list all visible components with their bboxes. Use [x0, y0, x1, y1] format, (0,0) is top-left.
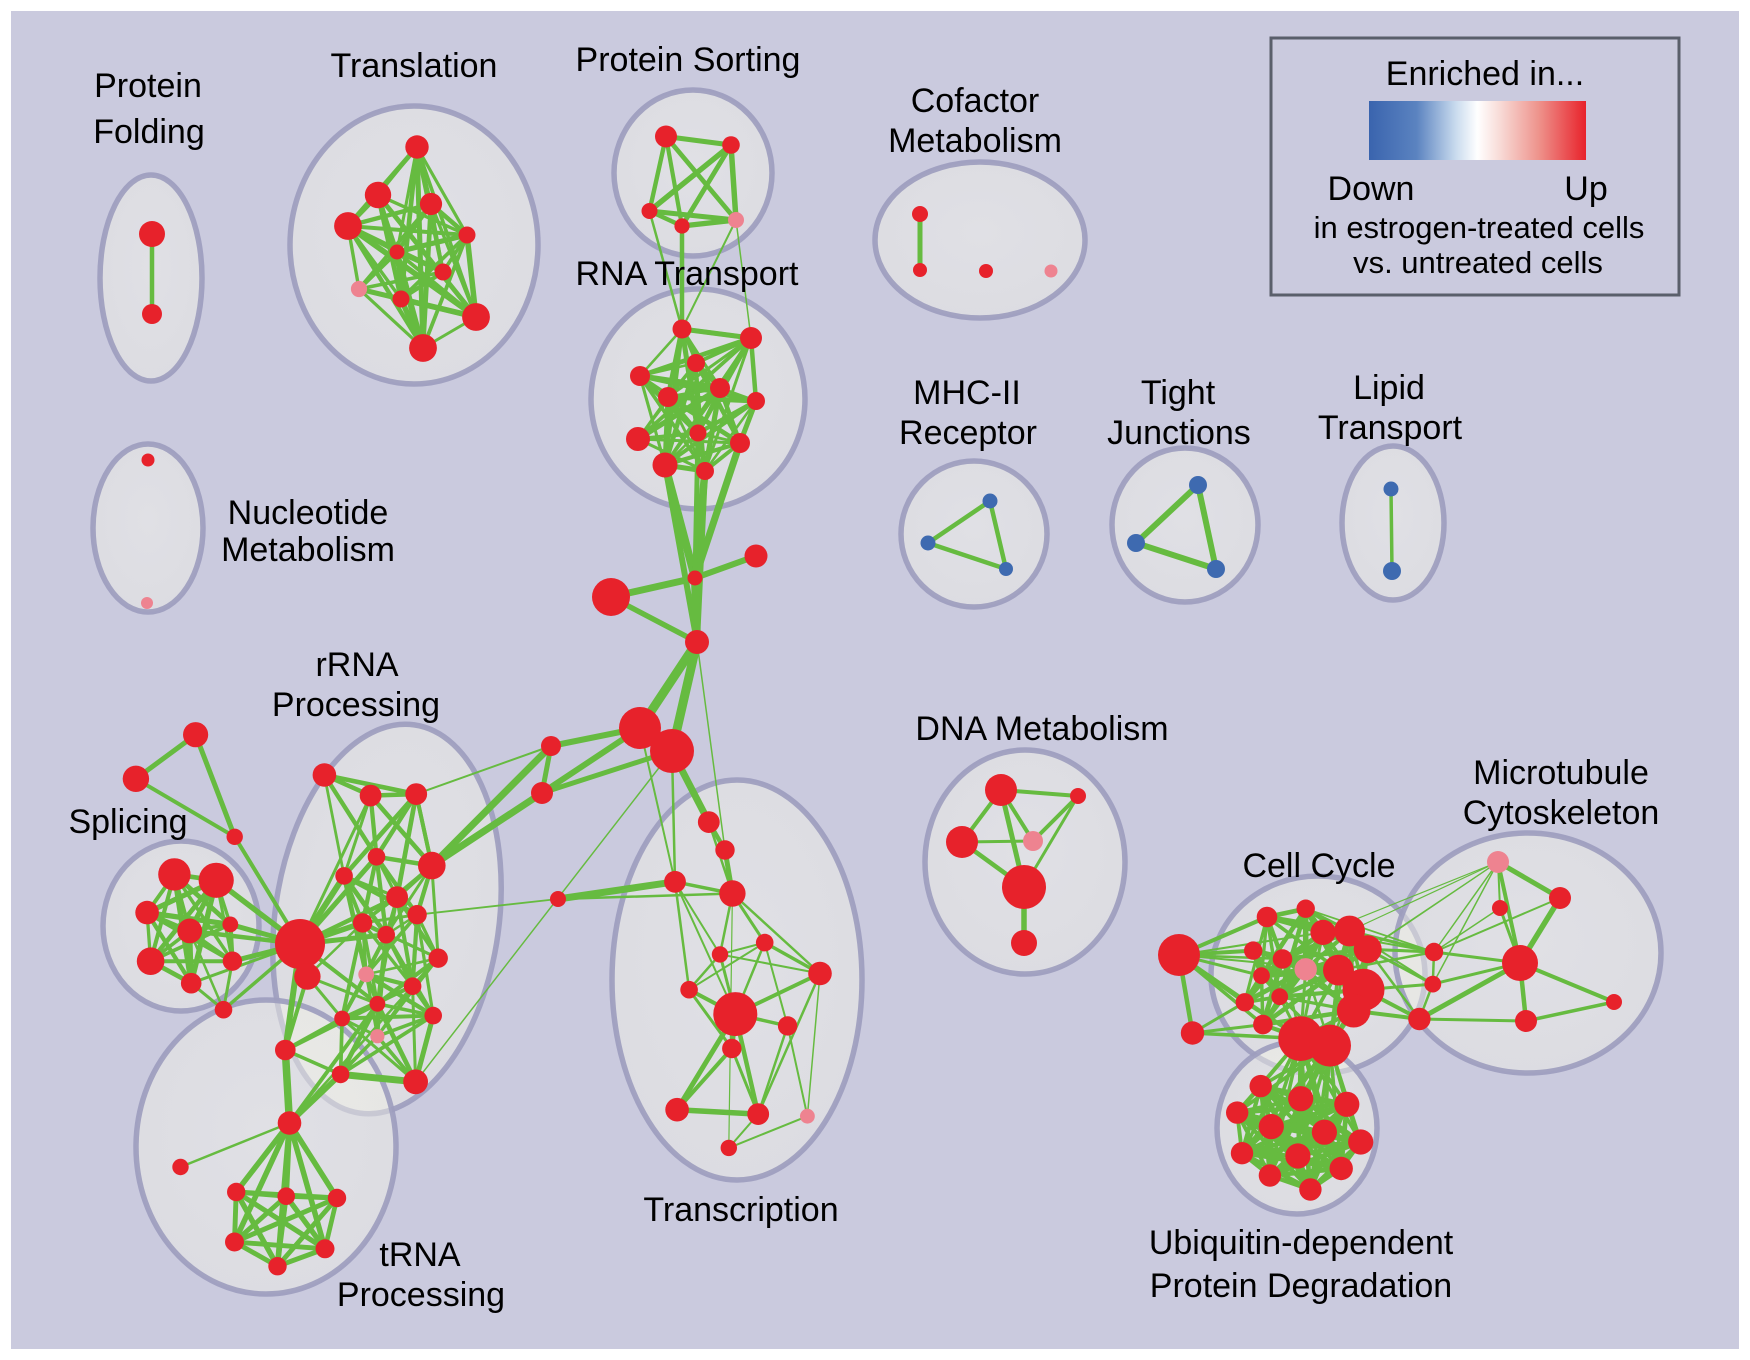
- svg-text:Transcription: Transcription: [643, 1191, 838, 1229]
- svg-text:Lipid: Lipid: [1353, 369, 1425, 407]
- svg-text:Protein Sorting: Protein Sorting: [576, 41, 801, 79]
- svg-text:rRNA: rRNA: [315, 646, 398, 684]
- svg-text:Protein Degradation: Protein Degradation: [1150, 1267, 1452, 1305]
- svg-text:Cytoskeleton: Cytoskeleton: [1463, 794, 1660, 832]
- svg-text:Up: Up: [1564, 170, 1607, 208]
- svg-text:Protein: Protein: [94, 67, 202, 105]
- svg-text:vs. untreated cells: vs. untreated cells: [1353, 245, 1603, 280]
- svg-text:Translation: Translation: [331, 47, 498, 85]
- svg-text:Microtubule: Microtubule: [1473, 754, 1649, 792]
- svg-text:Enriched in...: Enriched in...: [1386, 55, 1584, 93]
- svg-text:DNA Metabolism: DNA Metabolism: [915, 710, 1168, 748]
- svg-text:Ubiquitin-dependent: Ubiquitin-dependent: [1149, 1224, 1454, 1262]
- svg-text:Tight: Tight: [1141, 374, 1216, 412]
- svg-text:Processing: Processing: [337, 1276, 505, 1314]
- svg-text:Processing: Processing: [272, 686, 440, 724]
- svg-text:Metabolism: Metabolism: [888, 122, 1062, 160]
- svg-text:Folding: Folding: [93, 113, 205, 151]
- svg-text:Cell Cycle: Cell Cycle: [1242, 847, 1395, 885]
- svg-text:Junctions: Junctions: [1107, 414, 1251, 452]
- svg-text:tRNA: tRNA: [379, 1236, 461, 1274]
- svg-text:Down: Down: [1328, 170, 1415, 208]
- svg-text:Nucleotide: Nucleotide: [228, 494, 389, 532]
- svg-text:Receptor: Receptor: [899, 414, 1037, 452]
- svg-text:Transport: Transport: [1318, 409, 1463, 447]
- svg-text:Metabolism: Metabolism: [221, 531, 395, 569]
- svg-text:Splicing: Splicing: [68, 803, 187, 841]
- svg-text:MHC-II: MHC-II: [913, 374, 1021, 412]
- svg-text:in estrogen-treated cells: in estrogen-treated cells: [1314, 210, 1645, 245]
- svg-text:RNA Transport: RNA Transport: [576, 255, 800, 293]
- svg-text:Cofactor: Cofactor: [911, 82, 1040, 120]
